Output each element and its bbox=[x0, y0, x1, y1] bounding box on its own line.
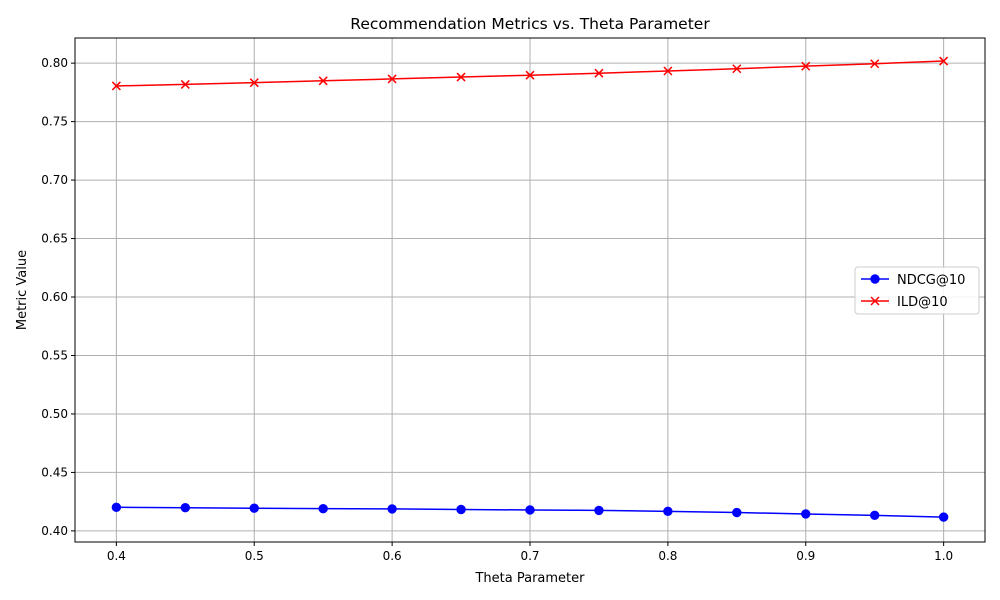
legend-item: ILD@10 bbox=[861, 295, 948, 310]
x-tick-label: 1.0 bbox=[934, 549, 953, 563]
x-tick-label: 0.8 bbox=[658, 549, 677, 563]
y-tick-label: 0.70 bbox=[41, 173, 68, 187]
marker-stroke bbox=[111, 81, 121, 91]
data-point bbox=[180, 503, 191, 513]
y-tick-label: 0.50 bbox=[41, 407, 68, 421]
y-tick-label: 0.80 bbox=[41, 56, 68, 70]
x-axis-title: Theta Parameter bbox=[474, 571, 585, 586]
y-tick-label: 0.55 bbox=[41, 348, 68, 362]
data-point bbox=[387, 504, 397, 514]
marker-stroke bbox=[249, 78, 259, 88]
data-point bbox=[456, 504, 466, 515]
marker-stroke bbox=[180, 79, 190, 89]
series-layer bbox=[111, 56, 949, 522]
marker-stroke bbox=[663, 66, 673, 76]
x-tick-label: 0.6 bbox=[383, 549, 402, 563]
marker-stroke bbox=[456, 72, 466, 82]
y-tick-label: 0.60 bbox=[41, 290, 68, 304]
y-axis-title: Metric Value bbox=[15, 250, 30, 330]
x-tick-label: 0.5 bbox=[245, 549, 264, 563]
marker-stroke bbox=[870, 59, 880, 69]
y-tick-label: 0.75 bbox=[41, 115, 68, 129]
data-point bbox=[869, 510, 880, 521]
x-tick-label: 0.7 bbox=[520, 549, 539, 563]
y-tick-label: 0.40 bbox=[41, 524, 68, 538]
series-ild-10 bbox=[111, 56, 949, 91]
data-point bbox=[870, 59, 880, 69]
data-point bbox=[318, 76, 328, 86]
data-point bbox=[111, 81, 121, 91]
data-point bbox=[249, 503, 259, 513]
legend-label: NDCG@10 bbox=[897, 273, 965, 288]
data-point bbox=[525, 70, 535, 80]
data-point bbox=[249, 78, 259, 88]
marker-stroke bbox=[870, 296, 880, 306]
data-point bbox=[111, 502, 122, 512]
legend-item: NDCG@10 bbox=[861, 273, 965, 288]
data-point bbox=[663, 506, 673, 517]
data-point bbox=[663, 66, 673, 76]
y-tick-label: 0.65 bbox=[41, 232, 68, 246]
y-tick-label: 0.45 bbox=[41, 465, 68, 479]
data-point bbox=[939, 56, 949, 66]
series-ndcg-10 bbox=[111, 502, 949, 522]
data-point bbox=[180, 79, 190, 89]
legend-marker bbox=[870, 296, 880, 306]
data-point bbox=[801, 509, 811, 519]
data-point bbox=[387, 74, 397, 84]
marker-stroke bbox=[525, 70, 535, 80]
data-point bbox=[594, 505, 604, 516]
marker-stroke bbox=[387, 74, 397, 84]
marker-stroke bbox=[801, 61, 811, 71]
marker-stroke bbox=[939, 56, 949, 66]
data-point bbox=[456, 72, 466, 82]
data-point bbox=[732, 507, 742, 518]
data-point bbox=[318, 503, 328, 514]
legend: NDCG@10 ILD@10 bbox=[854, 266, 980, 315]
data-point bbox=[525, 505, 535, 515]
marker-stroke bbox=[594, 68, 604, 78]
x-tick-label: 0.4 bbox=[107, 549, 126, 563]
grid bbox=[75, 38, 985, 542]
x-tick-label: 0.9 bbox=[796, 549, 815, 563]
legend-marker bbox=[870, 274, 880, 284]
axis-ticks: 0.4 0.5 0.6 0.7 0.8 0.9 1.0 0.40 0.45 0.50 0.55 0.6… bbox=[41, 56, 953, 563]
marker-stroke bbox=[318, 76, 328, 86]
data-point bbox=[938, 512, 949, 522]
marker-stroke bbox=[732, 64, 742, 74]
data-point bbox=[594, 68, 604, 78]
data-point bbox=[732, 64, 742, 74]
legend-label: ILD@10 bbox=[897, 295, 948, 310]
chart-title: Recommendation Metrics vs. Theta Paramet… bbox=[350, 15, 710, 33]
data-point bbox=[801, 61, 811, 71]
